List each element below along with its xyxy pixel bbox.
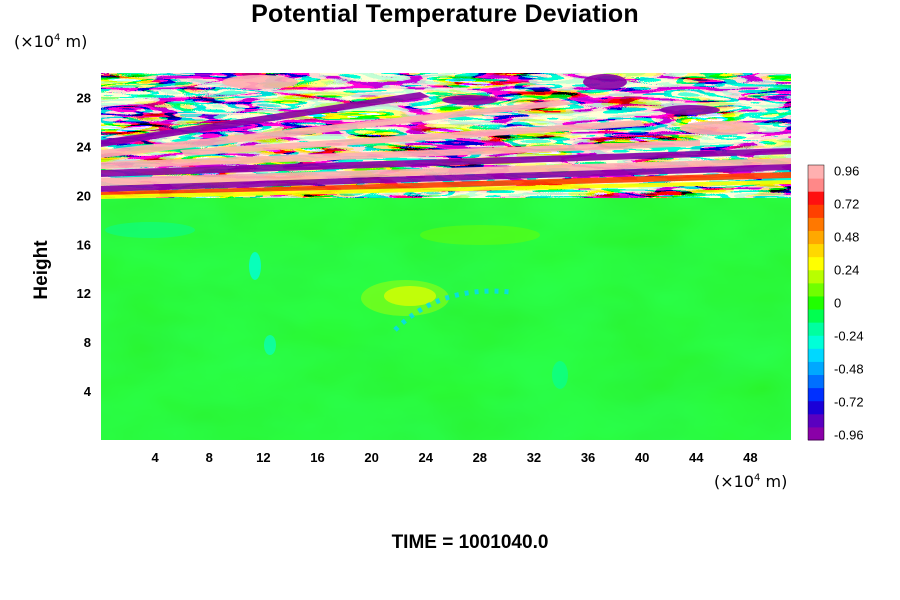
colorbar-swatch xyxy=(808,178,824,192)
warm-band xyxy=(420,225,540,245)
colorbar-tick-label: -0.72 xyxy=(834,395,864,410)
colorbar-tick-labels: 0.96 0.72 0.48 0.24 0 -0.24 -0.48 -0.72 -0.96 xyxy=(834,164,864,443)
colorbar-swatch xyxy=(808,243,824,258)
colorbar-swatch xyxy=(808,400,824,415)
x-axis-unit: (×104 m) xyxy=(714,472,787,491)
colorbar-tick-label: 0.72 xyxy=(834,197,859,212)
x-tick-label: 48 xyxy=(743,450,757,465)
y-tick-label: 12 xyxy=(77,286,91,301)
lower-layer-texture xyxy=(101,195,791,440)
colorbar-tick-label: 0.48 xyxy=(834,230,859,245)
colorbar-swatch xyxy=(808,217,824,231)
colorbar-swatch xyxy=(808,256,824,271)
x-tick-label: 20 xyxy=(364,450,378,465)
colorbar-swatch xyxy=(808,204,824,218)
x-tick-label: 44 xyxy=(689,450,704,465)
colorbar-swatch xyxy=(808,322,824,336)
colorbar-swatch xyxy=(808,335,824,349)
x-tick-label: 8 xyxy=(206,450,213,465)
y-unit-exp: 4 xyxy=(54,32,61,44)
colorbar-swatch xyxy=(808,282,824,297)
colorbar-swatch xyxy=(808,361,824,376)
warm-halo xyxy=(361,280,449,316)
colorbar-tick-label: -0.24 xyxy=(834,329,864,344)
colorbar-swatch xyxy=(808,295,824,310)
cool-band xyxy=(105,222,195,238)
warm-anomaly xyxy=(384,286,436,306)
colorbar-tick-label: 0.24 xyxy=(834,263,859,278)
x-tick-label: 32 xyxy=(527,450,541,465)
colorbar-tick-label: -0.96 xyxy=(834,428,864,443)
x-unit-base: (×10 xyxy=(714,472,755,491)
colorbar-swatch xyxy=(808,426,824,441)
y-tick-label: 24 xyxy=(77,139,92,154)
cool-spot-1 xyxy=(249,252,261,280)
y-unit-tail: m) xyxy=(60,32,88,51)
wave-arc xyxy=(393,288,511,332)
colorbar-swatch xyxy=(808,374,824,389)
colorbar-swatch xyxy=(808,348,824,362)
x-tick-labels: 4 8 12 16 20 24 28 32 36 40 44 48 xyxy=(152,450,758,465)
x-unit-tail: m) xyxy=(760,472,788,491)
chart-title: Potential Temperature Deviation xyxy=(251,0,639,28)
x-tick-label: 16 xyxy=(310,450,324,465)
colorbar-swatch xyxy=(808,165,824,179)
upper-bands xyxy=(101,74,791,199)
x-tick-label: 4 xyxy=(152,450,160,465)
colorbar-swatch xyxy=(808,191,824,205)
y-tick-label: 4 xyxy=(84,384,92,399)
y-tick-labels: 4 8 12 16 20 24 28 xyxy=(77,90,92,399)
x-tick-label: 36 xyxy=(581,450,595,465)
time-label: TIME = 1001040.0 xyxy=(391,532,549,553)
x-tick-label: 12 xyxy=(256,450,270,465)
colorbar-swatch xyxy=(808,413,824,428)
colorbar xyxy=(807,164,825,441)
y-tick-label: 20 xyxy=(77,188,91,203)
y-axis-unit: (×104 m) xyxy=(14,32,87,51)
y-tick-label: 28 xyxy=(77,90,91,105)
x-tick-label: 24 xyxy=(418,450,433,465)
x-unit-exp: 4 xyxy=(754,472,761,484)
y-unit-base: (×10 xyxy=(14,32,55,51)
colorbar-tick-label: -0.48 xyxy=(834,362,864,377)
x-tick-label: 40 xyxy=(635,450,649,465)
cool-spot-3 xyxy=(552,361,568,389)
colorbar-tick-label: 0.96 xyxy=(834,164,859,179)
colorbar-swatch xyxy=(808,230,824,245)
heatmap-field xyxy=(101,73,791,440)
y-tick-label: 8 xyxy=(84,335,91,350)
cool-spot-2 xyxy=(264,335,276,355)
colorbar-outline xyxy=(807,164,825,441)
y-tick-label: 16 xyxy=(77,237,91,252)
colorbar-swatch xyxy=(808,269,824,284)
colorbar-tick-label: 0 xyxy=(834,296,841,311)
colorbar-swatch xyxy=(808,387,824,402)
colorbar-swatch xyxy=(808,309,824,323)
x-tick-label: 28 xyxy=(473,450,487,465)
